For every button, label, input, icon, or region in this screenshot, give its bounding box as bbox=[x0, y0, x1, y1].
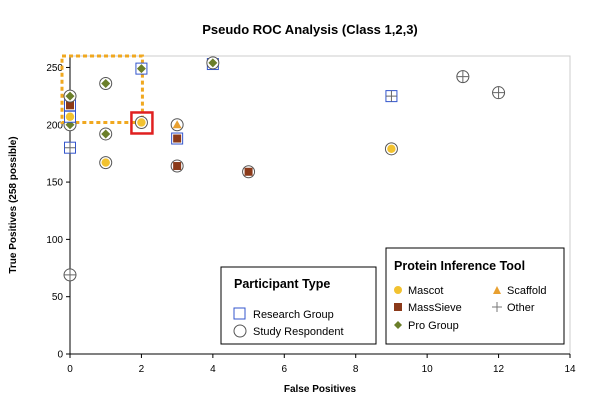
data-point bbox=[206, 56, 220, 70]
progroup-marker bbox=[65, 91, 75, 101]
legend-research-label: Research Group bbox=[253, 309, 334, 321]
highlights bbox=[60, 54, 154, 135]
legend-scaffold-label: Scaffold bbox=[507, 285, 547, 297]
x-tick-label: 4 bbox=[210, 364, 216, 375]
data-point bbox=[63, 268, 77, 282]
data-points bbox=[63, 56, 506, 282]
x-tick-label: 0 bbox=[67, 364, 73, 375]
data-point bbox=[64, 141, 76, 154]
other-plus-marker bbox=[493, 87, 505, 99]
other-plus-marker bbox=[457, 71, 469, 83]
mascot-marker bbox=[387, 144, 396, 154]
legend-tool-title: Protein Inference Tool bbox=[394, 259, 525, 273]
masssieve-marker bbox=[173, 134, 182, 143]
other-plus-marker bbox=[385, 90, 397, 102]
progroup-marker bbox=[208, 58, 218, 68]
x-tick-label: 14 bbox=[564, 364, 576, 375]
data-point bbox=[134, 115, 148, 129]
y-tick-label: 100 bbox=[46, 235, 63, 246]
masssieve-marker bbox=[173, 162, 182, 171]
x-ticks: 0 2 4 6 8 10 12 14 bbox=[67, 354, 576, 375]
chart-title: Pseudo ROC Analysis (Class 1,2,3) bbox=[202, 22, 418, 37]
legend-other-label: Other bbox=[507, 302, 535, 314]
progroup-marker bbox=[136, 64, 146, 74]
progroup-marker bbox=[101, 79, 111, 89]
x-tick-label: 10 bbox=[422, 364, 434, 375]
legend-other-plus-icon bbox=[492, 302, 502, 312]
highlight-red-box bbox=[130, 111, 154, 135]
other-plus-marker bbox=[64, 142, 76, 154]
data-point bbox=[170, 118, 184, 132]
other-plus-marker bbox=[64, 269, 76, 281]
legend-participant-type: Participant Type Research Group Study Re… bbox=[220, 266, 377, 345]
y-tick-label: 200 bbox=[46, 120, 63, 131]
data-point bbox=[242, 165, 256, 179]
legend-tool: Protein Inference Tool Mascot Scaffold M… bbox=[385, 247, 565, 345]
data-point bbox=[63, 89, 77, 103]
y-tick-label: 50 bbox=[52, 292, 64, 303]
masssieve-marker bbox=[244, 167, 253, 176]
data-point bbox=[99, 156, 113, 170]
legend-mascot-label: Mascot bbox=[408, 285, 443, 297]
mascot-marker bbox=[65, 112, 75, 121]
legend-research-square-icon bbox=[233, 307, 246, 320]
mascot-marker bbox=[137, 118, 146, 127]
x-tick-label: 12 bbox=[493, 364, 505, 375]
x-tick-label: 6 bbox=[282, 364, 288, 375]
x-tick-label: 2 bbox=[139, 364, 145, 375]
legend-mascot-dot-icon bbox=[394, 286, 402, 294]
data-point bbox=[64, 110, 76, 123]
legend-study-label: Study Respondent bbox=[253, 326, 344, 338]
x-tick-label: 8 bbox=[353, 364, 359, 375]
data-point bbox=[170, 159, 184, 173]
mascot-marker bbox=[101, 158, 110, 167]
data-point bbox=[135, 62, 148, 75]
legend-tool-box bbox=[385, 247, 565, 345]
legend-study-circle-icon bbox=[233, 324, 247, 338]
data-point bbox=[384, 142, 398, 156]
y-tick-label: 0 bbox=[57, 350, 63, 361]
y-axis-label: True Positives (258 possible) bbox=[8, 136, 19, 273]
y-tick-label: 150 bbox=[46, 178, 63, 189]
legend-masssieve-square-icon bbox=[394, 303, 402, 311]
scaffold-marker bbox=[172, 120, 182, 129]
highlight-dashed-box bbox=[60, 54, 144, 124]
legend-scaffold-triangle-icon bbox=[493, 286, 501, 294]
data-point bbox=[171, 132, 184, 145]
x-axis-label: False Positives bbox=[284, 384, 357, 395]
legend-participant-title: Participant Type bbox=[234, 277, 330, 291]
y-tick-label: 250 bbox=[46, 63, 63, 74]
data-point bbox=[456, 70, 470, 84]
legend-progroup-label: Pro Group bbox=[408, 320, 459, 332]
data-point bbox=[492, 86, 506, 100]
legend-participant-box bbox=[220, 266, 377, 345]
progroup-marker bbox=[101, 129, 111, 139]
y-ticks: 0 50 100 150 200 250 bbox=[46, 63, 70, 361]
data-point bbox=[99, 127, 113, 141]
masssieve-marker bbox=[66, 101, 74, 110]
data-point bbox=[385, 90, 398, 103]
legend-masssieve-label: MassSieve bbox=[408, 302, 462, 314]
data-point bbox=[99, 77, 113, 91]
legend-progroup-diamond-icon bbox=[394, 321, 402, 329]
